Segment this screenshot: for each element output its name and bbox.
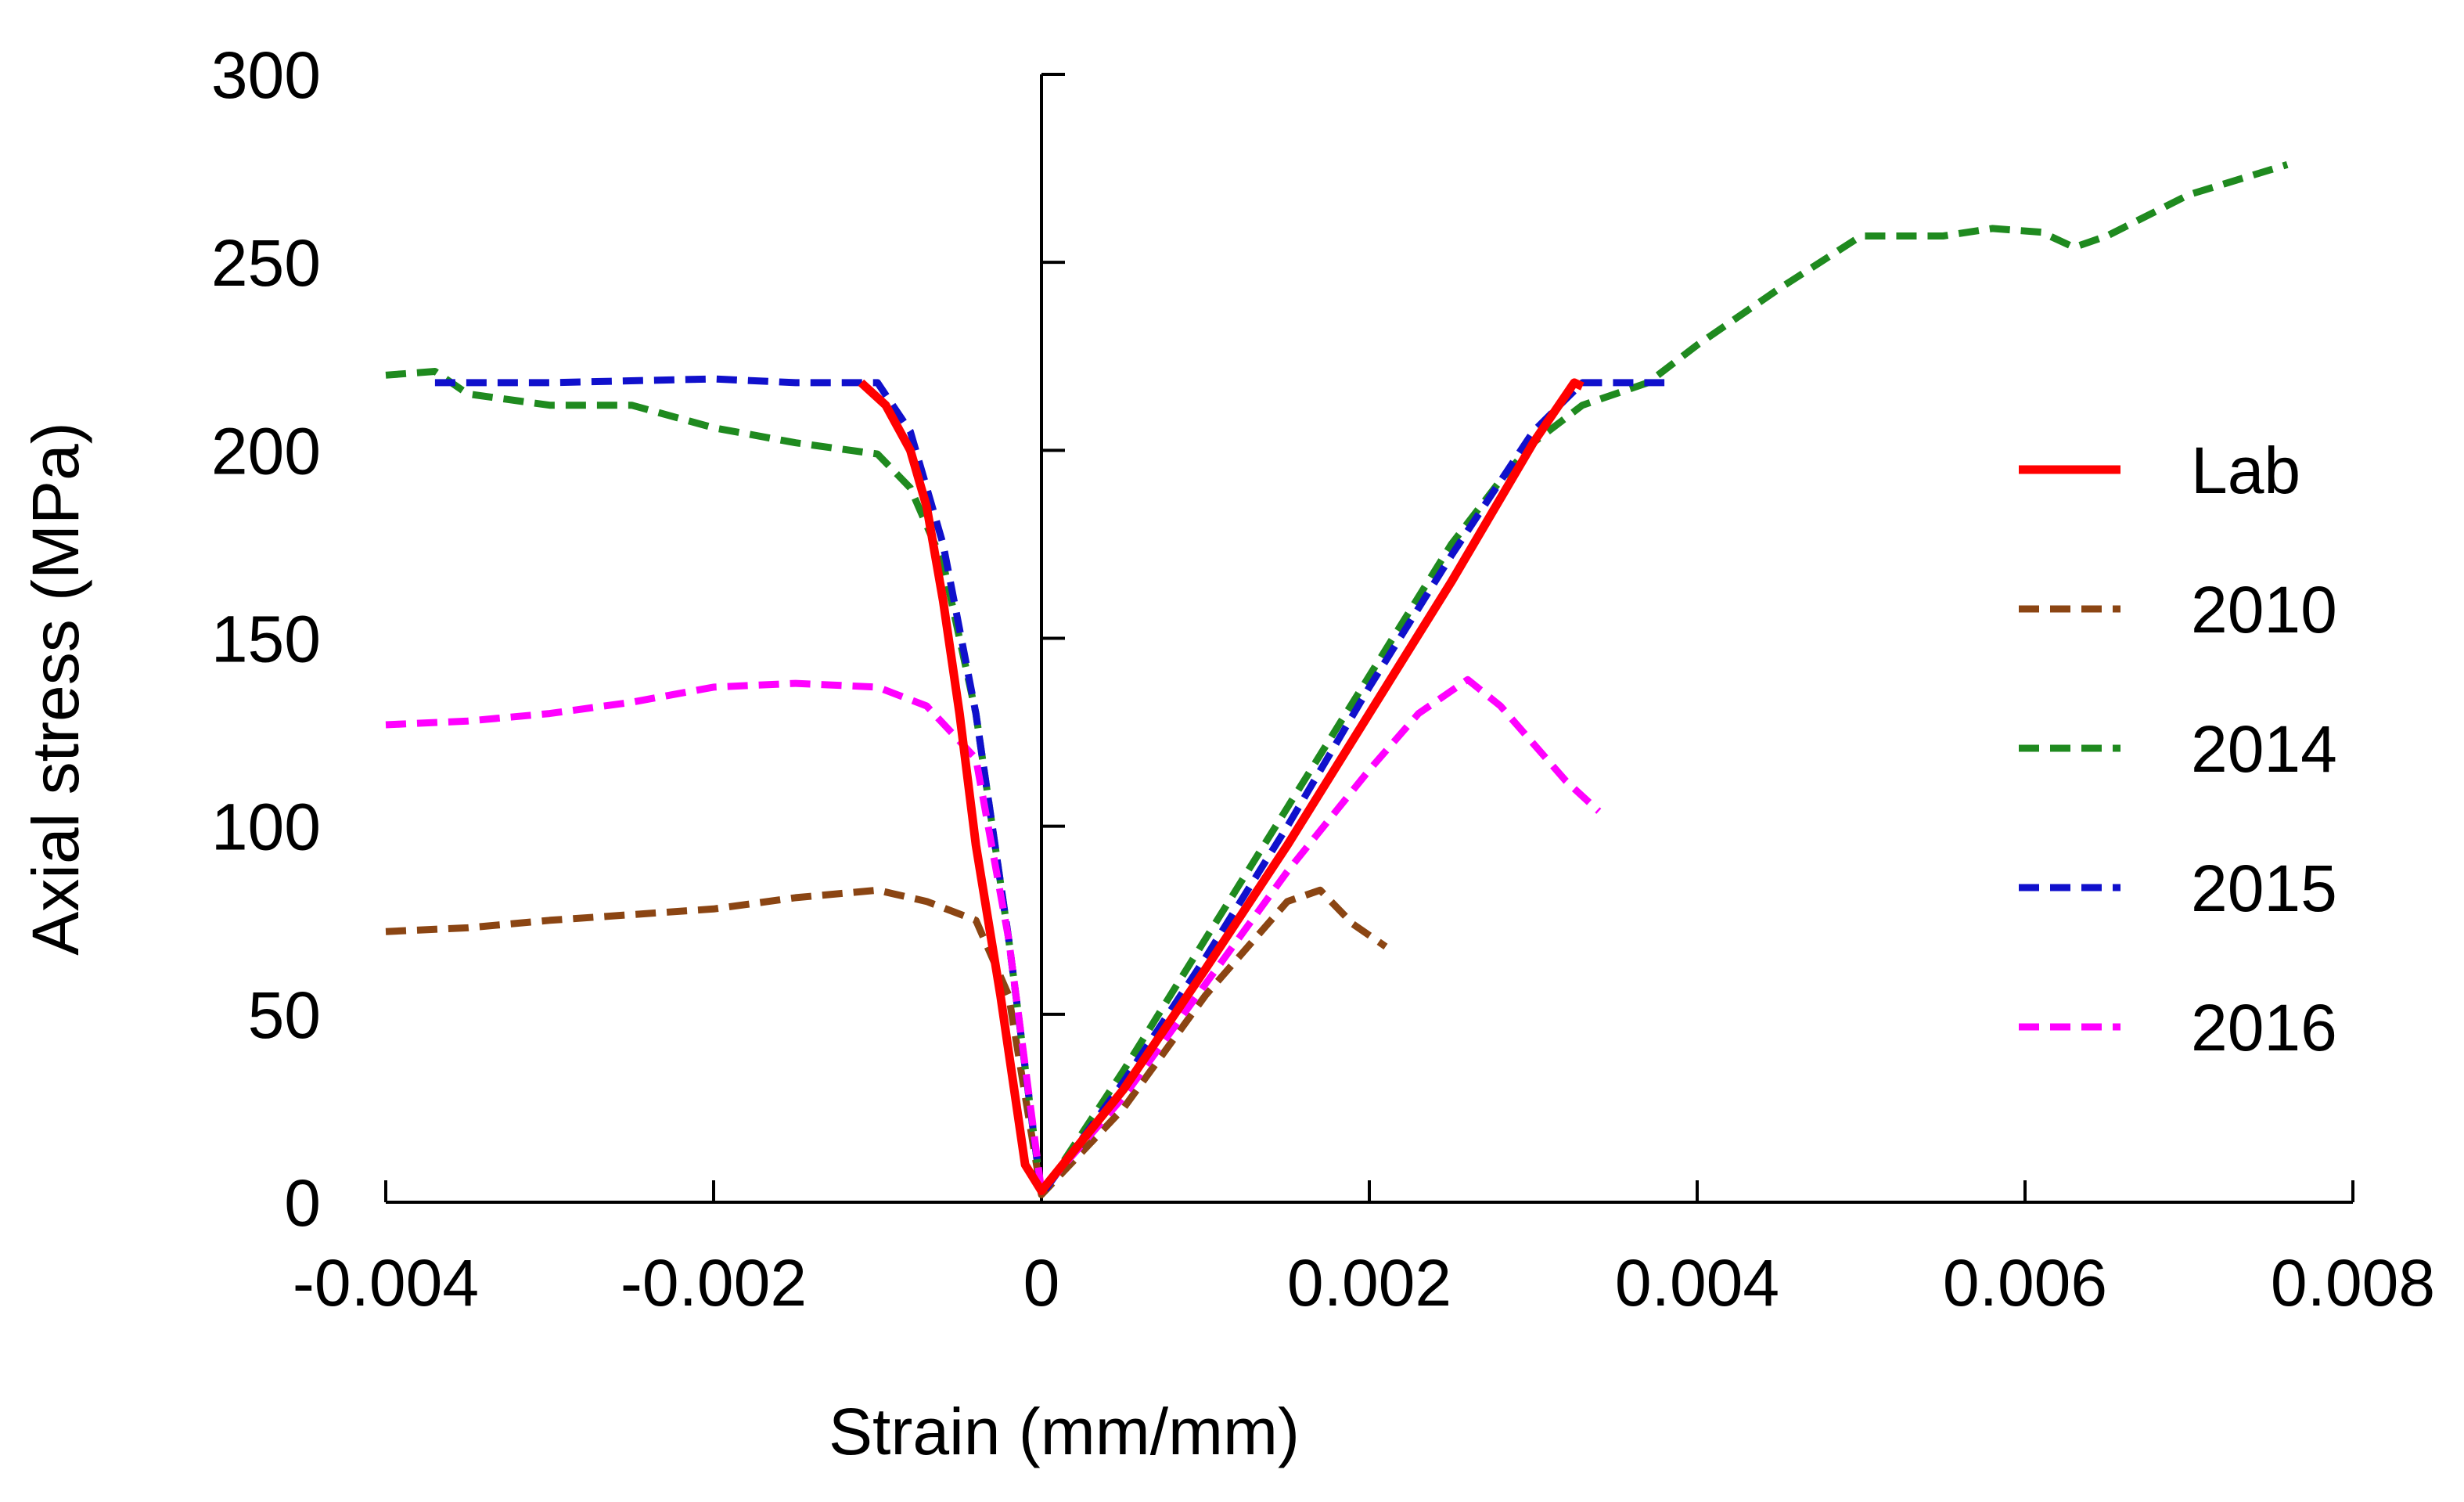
y-tick-label: 250 <box>211 226 321 300</box>
x-tick-label: 0.002 <box>1287 1246 1451 1320</box>
series-line-2010 <box>385 886 1388 1198</box>
x-tick-label: -0.004 <box>293 1246 479 1320</box>
legend-label-2015: 2015 <box>2191 852 2337 925</box>
x-tick-label: -0.002 <box>620 1246 807 1320</box>
x-tick-label: 0 <box>1023 1246 1060 1320</box>
series-line-2016 <box>385 675 1602 1195</box>
legend-label-2016: 2016 <box>2191 991 2337 1064</box>
x-axis-title: Strain (mm/mm) <box>829 1395 1300 1468</box>
series-line-2014 <box>385 160 2289 1198</box>
x-tick-label: 0.008 <box>2271 1246 2435 1320</box>
legend-label-lab: Lab <box>2191 434 2300 507</box>
y-tick-label: 200 <box>211 414 321 488</box>
x-tick-label: 0.004 <box>1615 1246 1779 1320</box>
y-axis-title: Axial stress (MPa) <box>19 422 92 955</box>
series-line-lab <box>858 378 1585 1196</box>
legend: Lab 2010 2014 2015 2016 <box>2019 434 2337 1064</box>
y-tick-label: 300 <box>211 38 321 112</box>
y-tick-label: 50 <box>248 978 321 1052</box>
legend-label-2010: 2010 <box>2191 573 2337 647</box>
series-layer <box>385 160 2289 1198</box>
axes: -0.004 -0.002 0 0.002 0.004 0.006 0.008 0 50 100 1… <box>211 38 2435 1320</box>
series-line-2015 <box>434 375 1665 1198</box>
legend-label-2014: 2014 <box>2191 712 2337 786</box>
y-tick-label: 100 <box>211 791 321 864</box>
y-tick-label: 150 <box>211 603 321 676</box>
x-tick-label: 0.006 <box>1943 1246 2107 1320</box>
y-tick-label: 0 <box>284 1166 321 1240</box>
